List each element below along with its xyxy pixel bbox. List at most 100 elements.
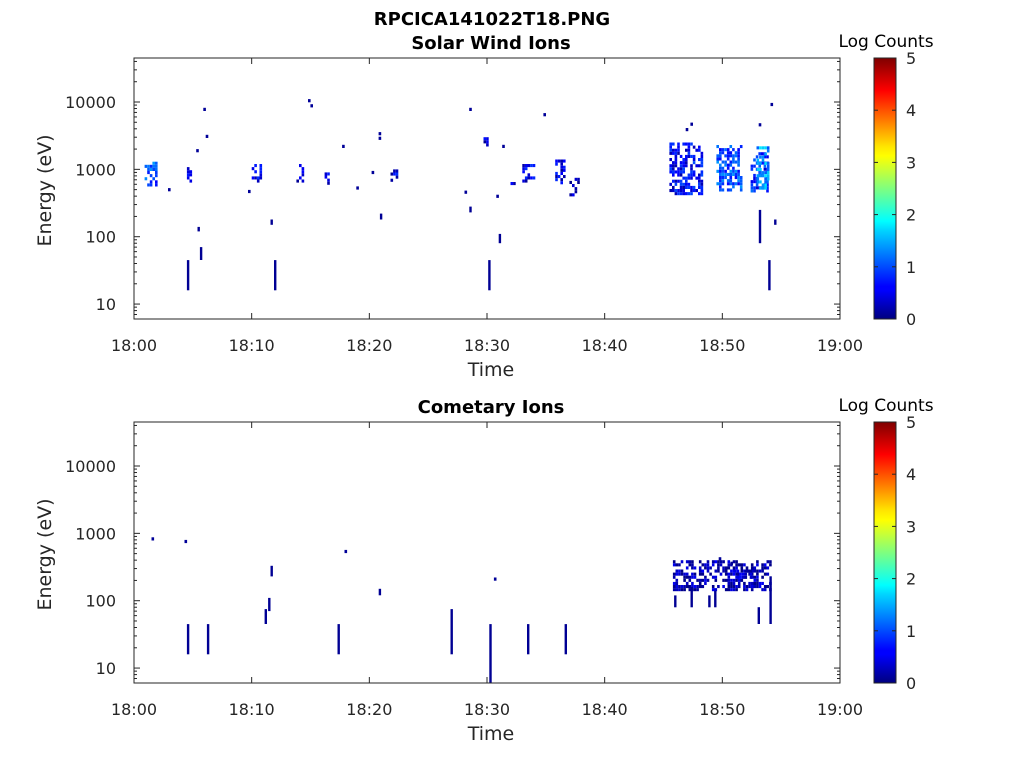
data-cell — [764, 180, 767, 184]
data-cell — [393, 169, 396, 173]
plot-area — [134, 422, 840, 683]
data-cell — [679, 154, 683, 158]
colorbar-tick-label: 3 — [906, 153, 916, 172]
data-cell — [711, 560, 715, 564]
data-cell — [743, 588, 746, 592]
colorbar-gradient — [873, 421, 897, 684]
data-cell — [744, 572, 748, 576]
data-cell — [155, 161, 158, 165]
data-cell — [155, 180, 158, 184]
data-cell — [721, 151, 725, 155]
data-cell — [688, 585, 692, 589]
data-cell — [763, 588, 767, 592]
data-cell — [301, 179, 305, 183]
data-cell — [679, 185, 683, 189]
data-cell — [688, 575, 692, 579]
data-cell — [678, 572, 681, 576]
data-cell — [147, 167, 150, 171]
data-cell — [301, 173, 305, 177]
data-cell — [390, 178, 394, 182]
data-point — [196, 149, 199, 153]
data-cell — [750, 186, 754, 190]
data-cell — [577, 177, 580, 181]
data-cell — [766, 585, 770, 589]
data-cell — [254, 176, 257, 180]
y-tick-label: 10 — [96, 659, 116, 678]
data-cell — [577, 180, 580, 184]
x-tick-label: 18:20 — [346, 336, 392, 355]
colorbar-tick-label: 2 — [906, 570, 916, 589]
data-cell — [709, 566, 712, 570]
data-cell — [753, 581, 757, 585]
data-cell — [761, 171, 765, 175]
data-cell — [692, 170, 696, 174]
data-cell — [729, 154, 733, 158]
data-cell — [692, 154, 696, 158]
data-cell — [690, 154, 693, 158]
data-cell — [687, 154, 691, 158]
data-cell — [522, 164, 525, 168]
data-point — [168, 188, 171, 192]
data-cell — [736, 569, 740, 573]
data-cell — [717, 566, 720, 570]
data-cell — [569, 180, 572, 184]
data-cell — [682, 170, 685, 174]
data-cell — [688, 560, 692, 564]
data-cell — [744, 575, 748, 579]
data-cell — [732, 166, 735, 170]
y-tick-label: 10000 — [65, 457, 116, 476]
data-cluster — [186, 167, 193, 183]
data-column — [674, 595, 677, 608]
data-cluster — [756, 146, 770, 190]
data-cell — [327, 178, 330, 182]
data-cell — [674, 179, 678, 183]
data-cell — [677, 189, 680, 193]
data-cell — [706, 569, 710, 573]
data-cell — [756, 581, 759, 585]
data-cell — [739, 179, 743, 183]
data-cell — [750, 164, 754, 168]
data-cell — [764, 146, 767, 150]
data-cell — [524, 167, 528, 171]
data-cell — [690, 192, 693, 196]
data-cell — [679, 189, 683, 193]
data-cell — [532, 176, 536, 180]
data-cell — [706, 563, 710, 567]
data-cell — [679, 179, 683, 183]
data-cluster — [569, 177, 580, 197]
data-cell — [724, 154, 727, 158]
data-point — [770, 102, 774, 107]
data-cell — [324, 175, 328, 179]
data-cell — [730, 588, 733, 592]
data-cell — [701, 585, 705, 589]
data-cluster — [555, 159, 566, 185]
data-cell — [259, 173, 263, 177]
data-cell — [687, 192, 691, 196]
data-cell — [682, 167, 685, 171]
data-cell — [700, 170, 704, 174]
data-cell — [700, 192, 704, 196]
data-cell — [711, 575, 715, 579]
data-cell — [677, 148, 680, 152]
data-cell — [691, 585, 694, 589]
data-cell — [750, 167, 754, 171]
data-cell — [687, 176, 691, 180]
data-cell — [698, 569, 702, 573]
data-cell — [560, 181, 563, 185]
data-cell — [672, 563, 676, 567]
data-cell — [756, 569, 759, 573]
data-cell — [735, 588, 738, 592]
data-cell — [560, 162, 563, 166]
data-cell — [563, 159, 566, 163]
data-cell — [727, 566, 731, 570]
colorbar-label: Log Counts — [838, 396, 933, 416]
data-column — [757, 607, 760, 624]
data-cell — [698, 572, 702, 576]
data-cluster — [669, 142, 704, 196]
data-cell — [756, 161, 760, 165]
data-cell — [747, 569, 750, 573]
data-cell — [726, 166, 730, 170]
data-cell — [695, 148, 698, 152]
data-cell — [717, 563, 720, 567]
data-cell — [726, 188, 730, 192]
